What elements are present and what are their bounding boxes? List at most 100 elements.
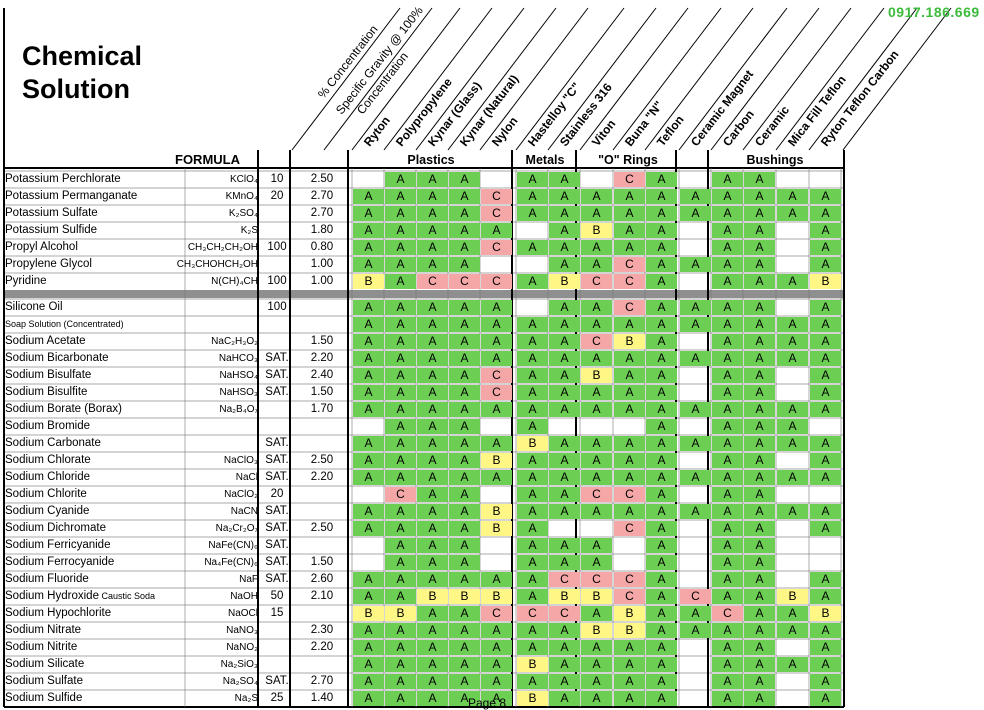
rating-cell: A — [646, 240, 677, 255]
chemical-name: Potassium Perchlorate — [5, 173, 121, 185]
table-row: Pyridine N(CH)₄CH 100 1.00 B A C C C A B C C A A A A B — [4, 273, 844, 290]
rating-cell: A — [353, 189, 384, 204]
rating-cell: A — [449, 504, 480, 519]
rating-cell: A — [517, 189, 548, 204]
rating-cell: A — [417, 172, 448, 187]
rating-cell: A — [744, 419, 775, 434]
rating-cell: A — [481, 300, 512, 315]
rating-cell: B — [581, 223, 612, 238]
rating-cell: C — [481, 274, 512, 289]
rating-cell: A — [385, 589, 416, 604]
concentration-value: 25 — [270, 692, 284, 704]
rating-cell: A — [353, 368, 384, 383]
rating-cell: A — [449, 419, 480, 434]
specific-gravity-value: 2.70 — [310, 207, 334, 219]
rating-cell: A — [549, 504, 580, 519]
chemical-formula — [4, 316, 258, 333]
rating-cell: A — [353, 300, 384, 315]
specific-gravity-value: 2.20 — [310, 471, 334, 483]
chemical-name: Sodium Chlorate — [5, 454, 91, 466]
rating-cell: A — [449, 351, 480, 366]
rating-cell: A — [385, 470, 416, 485]
rating-cell: A — [646, 470, 677, 485]
concentration-value — [262, 316, 292, 333]
rating-cell: A — [353, 691, 384, 706]
rating-cell: C — [385, 487, 416, 502]
rating-cell: A — [777, 419, 808, 434]
rating-cell: A — [712, 504, 743, 519]
rating-cell: A — [646, 402, 677, 417]
specific-gravity-value: 1.50 — [310, 335, 334, 347]
rule-line — [644, 7, 754, 151]
rule-line — [842, 7, 952, 151]
rating-cell: A — [712, 657, 743, 672]
rating-cell: A — [581, 257, 612, 272]
rating-cell: A — [517, 504, 548, 519]
rating-cell: A — [517, 538, 548, 553]
specific-gravity-value: 2.30 — [310, 624, 334, 636]
rating-cell: C — [614, 172, 645, 187]
rating-cell: A — [744, 368, 775, 383]
rating-cell — [481, 555, 512, 570]
rating-cell: A — [777, 402, 808, 417]
rating-cell — [680, 240, 711, 255]
rating-cell: A — [517, 206, 548, 221]
specific-gravity-value — [296, 435, 348, 452]
rating-cell: A — [549, 334, 580, 349]
rating-cell: A — [385, 274, 416, 289]
rating-cell: A — [449, 189, 480, 204]
rating-cell: B — [549, 589, 580, 604]
rating-cell: A — [614, 674, 645, 689]
rating-cell: A — [517, 640, 548, 655]
rating-cell: A — [449, 623, 480, 638]
rating-cell: A — [417, 657, 448, 672]
rating-cell: A — [549, 674, 580, 689]
rating-cell: A — [385, 351, 416, 366]
chemical-name: Potassium Permanganate — [5, 190, 138, 202]
rating-cell: A — [712, 240, 743, 255]
page-number: Page 8 — [468, 696, 507, 710]
chemical-formula: NaHSO₃ — [219, 387, 258, 398]
rating-cell: C — [549, 606, 580, 621]
rating-cell: A — [417, 402, 448, 417]
rating-cell — [810, 538, 841, 553]
rating-cell: C — [581, 487, 612, 502]
rating-cell: B — [517, 657, 548, 672]
concentration-value — [262, 656, 292, 673]
rating-cell: A — [646, 436, 677, 451]
rating-cell: A — [646, 317, 677, 332]
rating-cell: A — [549, 385, 580, 400]
rating-cell: A — [517, 402, 548, 417]
table-row: Sodium Fluoride NaF SAT. 2.60 A A A A A A C C C A A A A — [4, 571, 844, 588]
rating-cell: A — [744, 487, 775, 502]
table-row: Sodium Bicarbonate NaHCO₃ SAT. 2.20 A A A A A A A A… — [4, 350, 844, 367]
rating-cell: A — [417, 436, 448, 451]
rating-cell: A — [646, 172, 677, 187]
rating-cell: A — [417, 317, 448, 332]
chemical-name: Sodium Hydroxide Caustic Soda — [5, 590, 155, 602]
specific-gravity-value — [296, 656, 348, 673]
rating-cell: A — [449, 223, 480, 238]
rating-cell: A — [481, 674, 512, 689]
rating-cell: A — [646, 368, 677, 383]
rating-cell: A — [712, 172, 743, 187]
table-row: Sodium Sulfate Na₂SO₄ SAT. 2.70 A A A A A A A A A A A A… — [4, 673, 844, 690]
rating-cell: A — [777, 606, 808, 621]
chemical-formula: CH₃CHOHCH₂OH — [176, 259, 258, 270]
chemical-formula — [4, 299, 258, 316]
table-row: Sodium Chlorite NaClO₂ 20 C A A A A C C A A A — [4, 486, 844, 503]
rating-cell: A — [680, 300, 711, 315]
rating-cell: A — [614, 385, 645, 400]
rating-cell: A — [417, 453, 448, 468]
rating-cell: A — [353, 240, 384, 255]
rating-cell — [777, 640, 808, 655]
rating-cell: A — [417, 419, 448, 434]
rating-cell: A — [712, 572, 743, 587]
rating-cell: A — [581, 538, 612, 553]
specific-gravity-value: 1.70 — [310, 403, 334, 415]
rule-line — [710, 7, 820, 151]
table-row: Propylene Glycol CH₃CHOHCH₂OH 1.00 A A A A A A C A… — [4, 256, 844, 273]
chemical-name: Propyl Alcohol — [5, 241, 78, 253]
chemical-name: Sodium Ferricyanide — [5, 539, 111, 551]
chemical-name: Sodium Borate (Borax) — [5, 403, 122, 415]
